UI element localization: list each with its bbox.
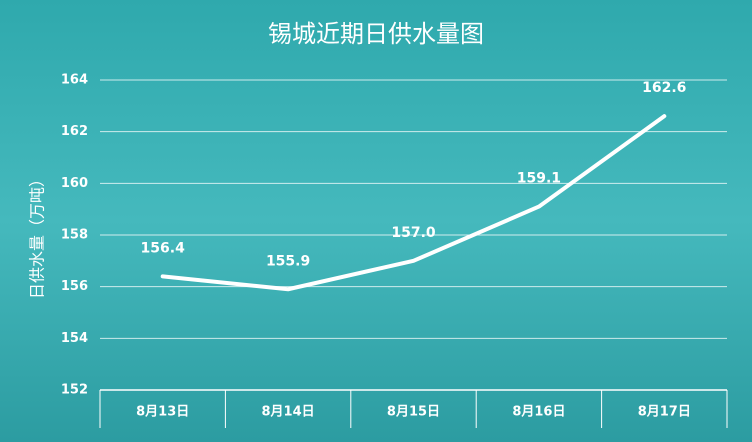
data-label: 156.4	[141, 240, 186, 256]
chart-title: 锡城近期日供水量图	[268, 20, 484, 48]
data-label: 155.9	[266, 253, 310, 269]
x-tick-label: 8月16日	[512, 405, 565, 420]
x-tick-label: 8月15日	[387, 405, 440, 420]
y-axis-label: 日供水量（万吨）	[28, 171, 47, 299]
data-line	[160, 114, 667, 292]
x-tick-label: 8月13日	[136, 405, 189, 420]
y-tick-label: 162	[61, 124, 88, 139]
y-tick-label: 154	[61, 331, 88, 346]
x-tick-label: 8月17日	[638, 405, 691, 420]
y-tick-label: 152	[61, 383, 88, 398]
y-tick-label: 160	[61, 176, 88, 191]
data-label: 159.1	[517, 171, 561, 187]
y-tick-label: 158	[61, 228, 88, 243]
y-tick-label: 164	[61, 73, 88, 88]
y-tick-label: 156	[61, 279, 88, 294]
x-tick-label: 8月14日	[262, 405, 315, 420]
data-label: 162.6	[642, 80, 686, 96]
data-label: 157.0	[391, 225, 436, 241]
